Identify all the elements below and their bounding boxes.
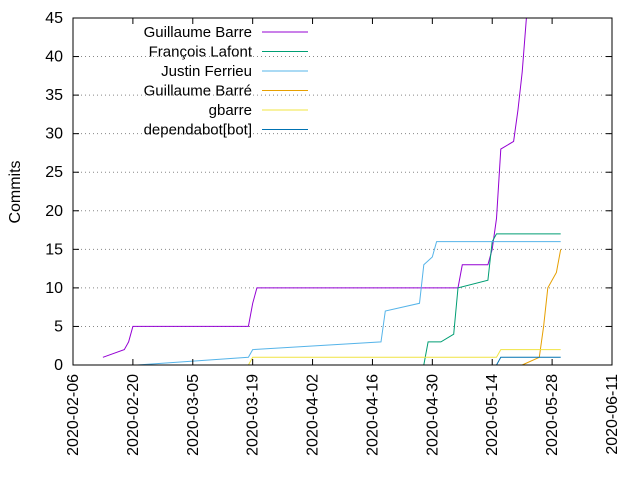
- series-line-0: [102, 17, 527, 358]
- y-tick-label: 5: [54, 318, 63, 335]
- y-tick-label: 40: [45, 49, 63, 66]
- y-tick-label: 45: [45, 10, 63, 27]
- x-tick-label: 2020-02-20: [125, 374, 142, 456]
- x-tick-label: 2020-04-02: [305, 374, 322, 456]
- x-tick-label: 2020-03-05: [185, 374, 202, 456]
- series-line-2: [137, 241, 561, 366]
- series-line-5: [496, 356, 561, 366]
- x-tick-label: 2020-04-16: [364, 374, 381, 456]
- y-axis-ticks: 0 5 10 15 20 25 30 35 40 45: [45, 10, 612, 374]
- legend-label: Guillaume Barre: [144, 24, 252, 41]
- plot-frame: [72, 17, 613, 366]
- y-tick-label: 10: [45, 280, 63, 297]
- x-axis-ticks: 2020-02-06 2020-02-20 2020-03-05 2020-03-19…: [65, 18, 621, 456]
- series-line-4: [247, 349, 561, 366]
- y-tick-label: 25: [45, 164, 63, 181]
- x-tick-label: 2020-05-14: [484, 374, 501, 456]
- x-tick-label: 2020-04-30: [424, 374, 441, 456]
- x-tick-label: 2020-05-28: [544, 374, 561, 456]
- series-layer: [102, 17, 562, 366]
- legend-label: Guillaume Barré: [144, 83, 252, 100]
- legend: Guillaume Barre François Lafont Justin Fer…: [144, 24, 308, 139]
- legend-label: Justin Ferrieu: [161, 63, 252, 80]
- y-axis-title: Commits: [7, 160, 24, 223]
- legend-label: François Lafont: [149, 44, 253, 61]
- x-tick-label: 2020-06-11: [604, 374, 621, 455]
- y-tick-label: 15: [45, 241, 63, 258]
- y-tick-label: 20: [45, 203, 63, 220]
- y-tick-label: 35: [45, 87, 63, 104]
- series-line-1: [423, 233, 561, 366]
- y-tick-label: 30: [45, 126, 63, 143]
- x-tick-label: 2020-03-19: [245, 374, 262, 456]
- x-tick-label: 2020-02-06: [65, 374, 82, 456]
- y-tick-label: 0: [54, 357, 63, 374]
- legend-label: dependabot[bot]: [144, 122, 252, 139]
- legend-label: gbarre: [209, 102, 252, 119]
- series-line-3: [521, 249, 562, 366]
